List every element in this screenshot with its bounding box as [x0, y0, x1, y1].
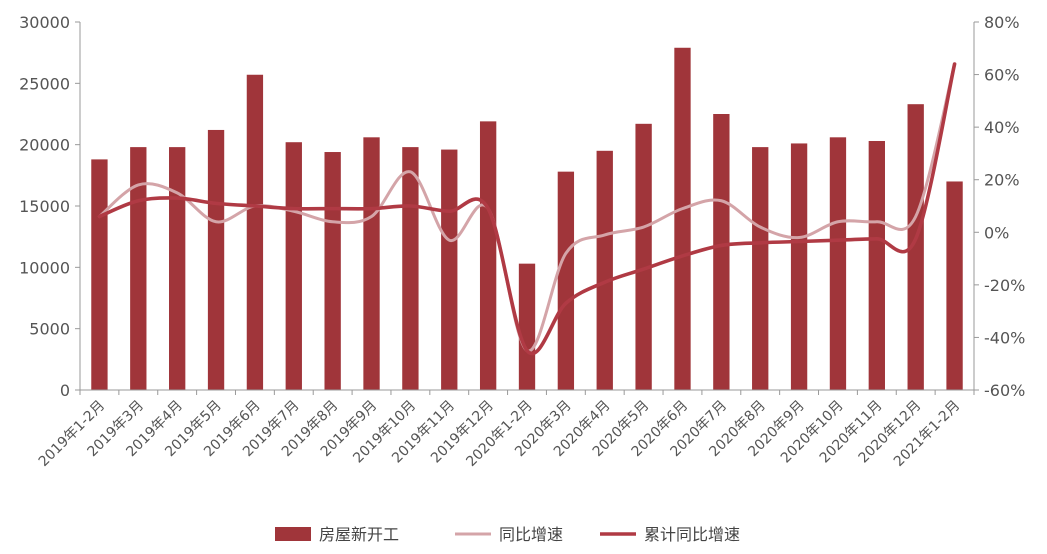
y-left-tick-label: 25000 — [19, 74, 70, 93]
legend: 房屋新开工 同比增速 累计同比增速 — [275, 525, 740, 544]
legend-label-1: 同比增速 — [499, 525, 563, 544]
y-left-tick-label: 30000 — [19, 13, 70, 32]
legend-swatch-bar — [275, 527, 311, 541]
x-tick-label: 2019年1-2月 — [36, 398, 108, 470]
bar-14 — [635, 123, 652, 390]
bar-5 — [285, 142, 302, 390]
bar-11 — [518, 263, 536, 390]
y-right-tick-label: -20% — [984, 276, 1025, 295]
bar-7 — [363, 137, 380, 390]
bar-8 — [402, 147, 419, 390]
y-left-tick-label: 5000 — [29, 320, 70, 339]
y-right-tick-label: 80% — [984, 13, 1020, 32]
bar-21 — [907, 104, 924, 390]
y-right-tick-label: 60% — [984, 66, 1020, 85]
bar-18 — [790, 143, 808, 390]
bar-10 — [479, 121, 497, 391]
bar-16 — [713, 114, 730, 390]
bar-17 — [752, 147, 769, 390]
bar-9 — [441, 149, 458, 390]
y-left-tick-label: 10000 — [19, 258, 70, 277]
y-left-tick-label: 0 — [60, 381, 70, 400]
line-series-1 — [97, 62, 957, 356]
y-right-tick-label: 20% — [984, 171, 1020, 190]
bar-22 — [946, 181, 963, 390]
lines-layer — [97, 62, 957, 356]
y-left-tick-label: 20000 — [19, 136, 70, 155]
legend-label-2: 累计同比增速 — [644, 525, 740, 544]
bar-13 — [596, 150, 613, 390]
bar-15 — [674, 47, 691, 390]
bar-20 — [868, 140, 885, 390]
bar-0 — [91, 159, 108, 390]
bars-layer — [91, 47, 963, 391]
y-right-tick-label: 0% — [984, 223, 1009, 242]
bar-3 — [207, 129, 225, 390]
bar-2 — [169, 147, 186, 390]
bar-19 — [829, 137, 847, 390]
y-right-tick-label: 40% — [984, 118, 1020, 137]
bar-6 — [324, 152, 341, 390]
y-left-tick-label: 15000 — [19, 197, 70, 216]
legend-label-0: 房屋新开工 — [319, 525, 399, 544]
y-right-tick-label: -40% — [984, 328, 1025, 347]
bar-4 — [246, 74, 264, 390]
bar-1 — [130, 147, 147, 390]
bar-12 — [557, 171, 575, 390]
y-right-tick-label: -60% — [984, 381, 1025, 400]
